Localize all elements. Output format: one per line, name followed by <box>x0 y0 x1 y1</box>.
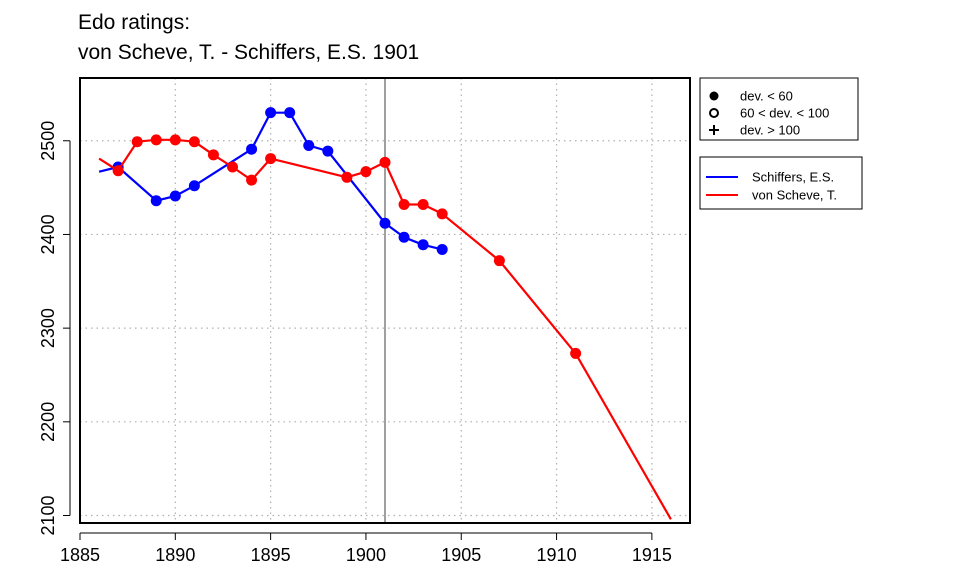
x-tick-label: 1910 <box>537 545 577 565</box>
series-scheve <box>98 134 672 520</box>
data-point <box>265 107 277 119</box>
y-tick-label: 2400 <box>38 214 58 254</box>
data-point <box>188 180 200 192</box>
chart-title-line-2: von Scheve, T. - Schiffers, E.S. 1901 <box>78 41 420 64</box>
data-point <box>436 243 448 255</box>
x-tick-label: 1915 <box>632 545 672 565</box>
data-point <box>227 161 238 173</box>
data-point <box>570 347 582 359</box>
x-tick-label: 1885 <box>60 545 100 565</box>
legend-point-types: dev. < 60 60 < dev. < 100 dev. > 100 <box>699 77 859 141</box>
data-point <box>417 239 429 251</box>
data-point <box>303 139 315 151</box>
data-point <box>150 134 162 146</box>
open-circle-icon <box>709 108 719 118</box>
data-point <box>436 208 448 220</box>
data-point <box>112 165 124 177</box>
data-point <box>379 217 391 229</box>
legend-point-label: 60 < dev. < 100 <box>740 106 829 121</box>
data-point <box>322 145 334 157</box>
plus-icon <box>709 125 719 135</box>
x-tick-label: 1900 <box>346 545 386 565</box>
data-point <box>284 107 296 119</box>
legend-series-box <box>699 156 863 210</box>
data-point <box>417 198 429 210</box>
legend-point-label: dev. < 60 <box>740 89 793 104</box>
data-point <box>379 156 391 168</box>
data-point <box>341 171 353 183</box>
series-layer <box>98 107 672 520</box>
y-axis: 2100 2200 2300 2400 2500 <box>38 121 71 536</box>
data-point <box>188 136 200 148</box>
y-tick-label: 2500 <box>38 121 58 161</box>
plot-frame <box>79 77 691 524</box>
y-tick-label: 2300 <box>38 308 58 348</box>
legend-series-label: Schiffers, E.S. <box>752 170 834 185</box>
x-tick-label: 1895 <box>251 545 291 565</box>
x-tick-label: 1905 <box>441 545 481 565</box>
y-tick-label: 2100 <box>38 495 58 535</box>
chart-title-line-1: Edo ratings: <box>78 11 191 34</box>
legend-series: Schiffers, E.S. von Scheve, T. <box>699 156 863 210</box>
data-point <box>169 134 181 146</box>
data-point <box>493 255 505 267</box>
filled-circle-icon <box>709 91 719 101</box>
x-axis: 1885 1890 1895 1900 1905 1910 1915 <box>60 532 672 565</box>
data-point <box>246 174 258 186</box>
x-tick-label: 1890 <box>155 545 195 565</box>
legend-series-label: von Scheve, T. <box>752 188 837 203</box>
data-point <box>207 149 219 161</box>
data-point <box>246 143 258 155</box>
legend-point-label: dev. > 100 <box>740 123 800 138</box>
data-point <box>169 190 181 202</box>
data-point <box>360 166 372 178</box>
y-tick-label: 2200 <box>38 402 58 442</box>
data-point <box>150 195 162 207</box>
legend-point-types-box <box>699 77 859 141</box>
data-point <box>398 231 410 243</box>
data-point <box>131 136 143 148</box>
data-point <box>265 153 277 165</box>
data-point <box>398 198 410 210</box>
series-schiffers <box>98 107 448 255</box>
